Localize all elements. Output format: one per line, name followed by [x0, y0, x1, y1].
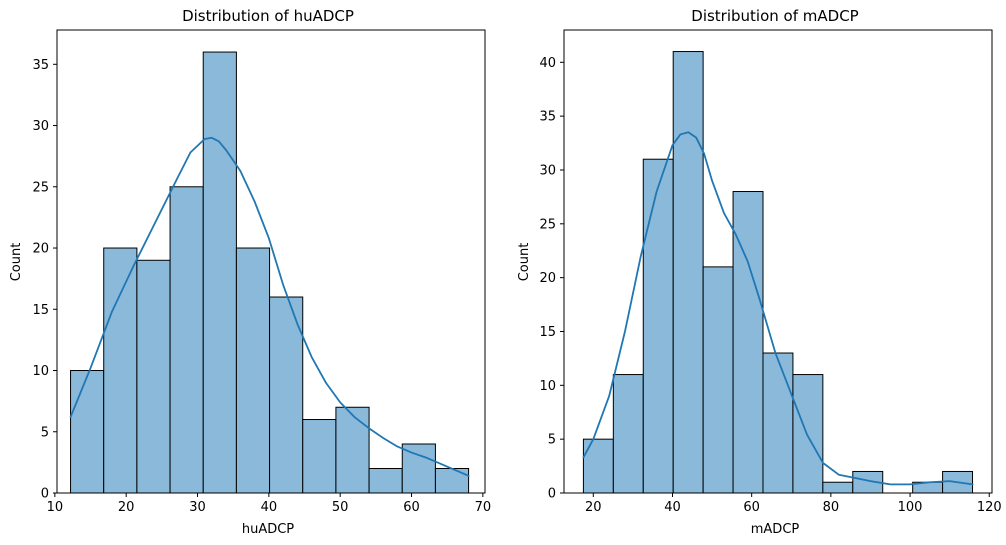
right-y-tick-label: 15: [539, 325, 556, 340]
left-x-tick-label: 70: [475, 500, 492, 515]
right-y-tick-label: 25: [539, 217, 556, 232]
right-histogram-bar: [612, 374, 644, 494]
left-y-tick-label: 35: [32, 58, 49, 73]
right-histogram-bar: [702, 266, 734, 494]
left-histogram-bar: [368, 468, 403, 494]
left-y-tick-label: 15: [32, 303, 49, 318]
right-y-tick-label: 35: [539, 110, 556, 125]
right-x-axis-label: mADCP: [751, 522, 800, 537]
right-y-tick-label: 5: [548, 433, 556, 448]
left-x-axis-label: huADCP: [242, 522, 294, 537]
right-histogram-panel: Distribution of mADCP mADCP Count 20 40 60…: [517, 7, 1002, 537]
right-axes-frame: [563, 29, 993, 494]
left-y-tick-label: 30: [32, 119, 49, 134]
right-kde-curve: [582, 131, 974, 486]
right-histogram-bar: [672, 51, 704, 494]
left-histogram-bar: [401, 443, 436, 494]
left-x-tick-label: 40: [261, 500, 278, 515]
right-x-tick-label: 120: [977, 500, 1002, 515]
right-x-tick-label: 60: [743, 500, 760, 515]
left-histogram-panel: Distribution of huADCP huADCP Count 10 20…: [9, 7, 491, 537]
left-y-tick-label: 20: [32, 242, 49, 257]
left-x-tick-label: 60: [403, 500, 420, 515]
right-histogram-bar: [762, 352, 794, 494]
right-x-tick-label: 100: [898, 500, 923, 515]
left-x-tick-label: 50: [332, 500, 349, 515]
right-y-tick-label: 10: [539, 379, 556, 394]
left-histogram-bar: [235, 247, 271, 494]
right-y-tick-label: 30: [539, 163, 556, 178]
right-x-tick-label: 20: [585, 500, 602, 515]
right-y-axis-label: Count: [517, 243, 532, 282]
left-x-tick-label: 20: [118, 500, 135, 515]
left-histogram-bar: [269, 296, 304, 494]
right-histogram-bar: [792, 374, 824, 494]
left-axes-frame: [56, 29, 486, 494]
left-histogram-bar: [70, 370, 105, 494]
left-histogram-bar: [136, 259, 171, 494]
left-x-tick-label: 30: [189, 500, 206, 515]
right-histogram-bar: [642, 158, 674, 494]
left-histogram-bar: [169, 186, 204, 494]
left-y-axis-label: Count: [9, 243, 24, 282]
right-chart-title: Distribution of mADCP: [691, 7, 858, 25]
left-histogram-bar: [434, 468, 470, 494]
right-y-tick-label: 0: [548, 487, 556, 502]
right-y-tick-label: 20: [539, 271, 556, 286]
left-y-tick-label: 5: [41, 425, 49, 440]
left-kde-curve: [69, 136, 470, 477]
left-y-tick-label: 25: [32, 180, 49, 195]
right-x-tick-label: 80: [823, 500, 840, 515]
right-histogram-bar: [822, 481, 854, 494]
left-y-tick-label: 10: [32, 364, 49, 379]
left-y-tick-label: 0: [41, 487, 49, 502]
left-histogram-bar: [302, 419, 337, 494]
left-x-tick-label: 10: [47, 500, 64, 515]
left-histogram-bar: [202, 51, 237, 494]
left-chart-title: Distribution of huADCP: [182, 7, 354, 25]
right-y-tick-label: 40: [539, 56, 556, 71]
right-x-tick-label: 40: [664, 500, 681, 515]
left-histogram-bar: [335, 406, 370, 494]
right-histogram-bar: [582, 438, 614, 494]
left-histogram-bar: [103, 247, 138, 494]
